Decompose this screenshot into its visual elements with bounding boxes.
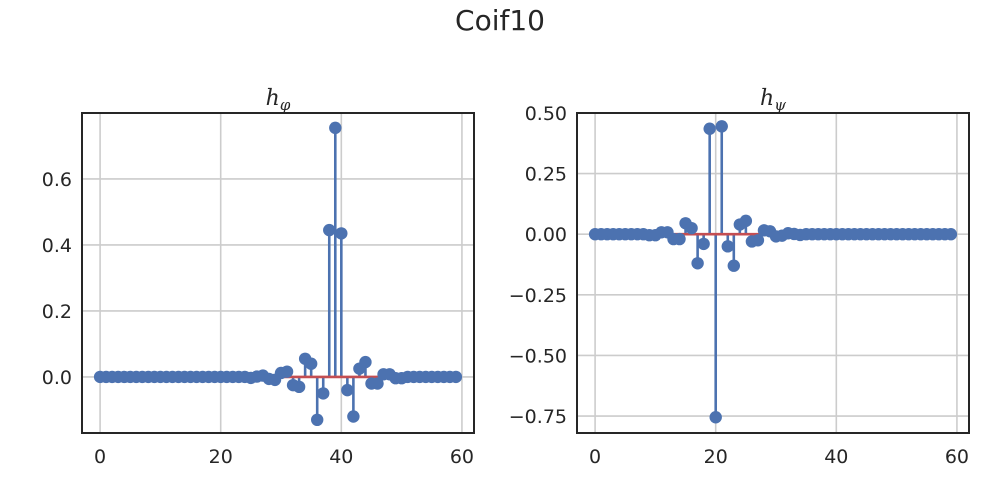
x-tick-label: 0	[589, 446, 601, 468]
x-tick-label: 60	[450, 446, 474, 468]
y-tick-label: 0.50	[525, 103, 567, 125]
stem-marker	[944, 228, 958, 241]
stem-marker	[371, 377, 384, 390]
x-tick-label: 40	[824, 446, 848, 468]
stem-marker	[703, 122, 716, 135]
stem-marker	[359, 355, 372, 369]
stem-marker	[697, 237, 710, 251]
panel-title: hψ	[760, 86, 786, 114]
panel-title-subscript: ψ	[774, 96, 786, 114]
stem-marker	[721, 240, 734, 253]
stem-marker	[709, 411, 722, 424]
panel-title-main: h	[266, 86, 280, 111]
y-tick-label: 0.0	[42, 367, 72, 389]
stem-marker	[727, 259, 740, 272]
plot-frame	[81, 112, 475, 434]
stem-marker	[317, 387, 330, 400]
panel-title-main: h	[760, 86, 774, 111]
panel-title: hφ	[266, 86, 291, 114]
stem-marker	[329, 121, 342, 135]
y-tick-label: 0.2	[42, 301, 72, 323]
chart-panel-1: 0 20 40 60 0.0 0.2 0.4 0.6 hφ	[42, 86, 475, 468]
stem-marker	[280, 365, 294, 378]
y-tick-label: −0.25	[509, 285, 567, 307]
chart-panel-2: 0 20 40 60 0.50 0.25 0.00 −0.25 −0.50 −0.75 hψ	[509, 86, 970, 468]
x-tick-label: 20	[704, 446, 728, 468]
y-tick-label: 0.6	[42, 169, 72, 191]
y-tick-label: −0.50	[509, 345, 567, 367]
stem-marker	[341, 383, 354, 397]
stem-marker	[739, 214, 753, 228]
panel-title-subscript: φ	[280, 96, 291, 114]
stem-marker	[673, 232, 686, 246]
stem-marker	[685, 221, 698, 235]
y-tick-label: −0.75	[509, 406, 567, 428]
x-tick-label: 40	[329, 446, 353, 468]
x-tick-label: 20	[209, 446, 233, 468]
stem-marker	[715, 120, 728, 133]
stem-marker	[449, 370, 463, 384]
y-tick-label: 0.00	[525, 224, 567, 246]
stem-marker	[335, 227, 348, 240]
x-tick-label: 0	[94, 446, 106, 468]
y-tick-label: 0.25	[525, 164, 567, 186]
x-tick-label: 60	[945, 446, 969, 468]
stem-marker	[347, 410, 360, 423]
stem-marker	[323, 223, 336, 237]
stem-marker	[292, 380, 306, 394]
stem-marker	[691, 257, 704, 270]
stem-marker	[311, 413, 324, 427]
stem-marker	[751, 234, 765, 247]
y-tick-label: 0.4	[42, 235, 72, 257]
figure-title: Coif10	[455, 4, 545, 37]
stem-marker	[304, 357, 318, 370]
plot-frame	[576, 112, 970, 434]
